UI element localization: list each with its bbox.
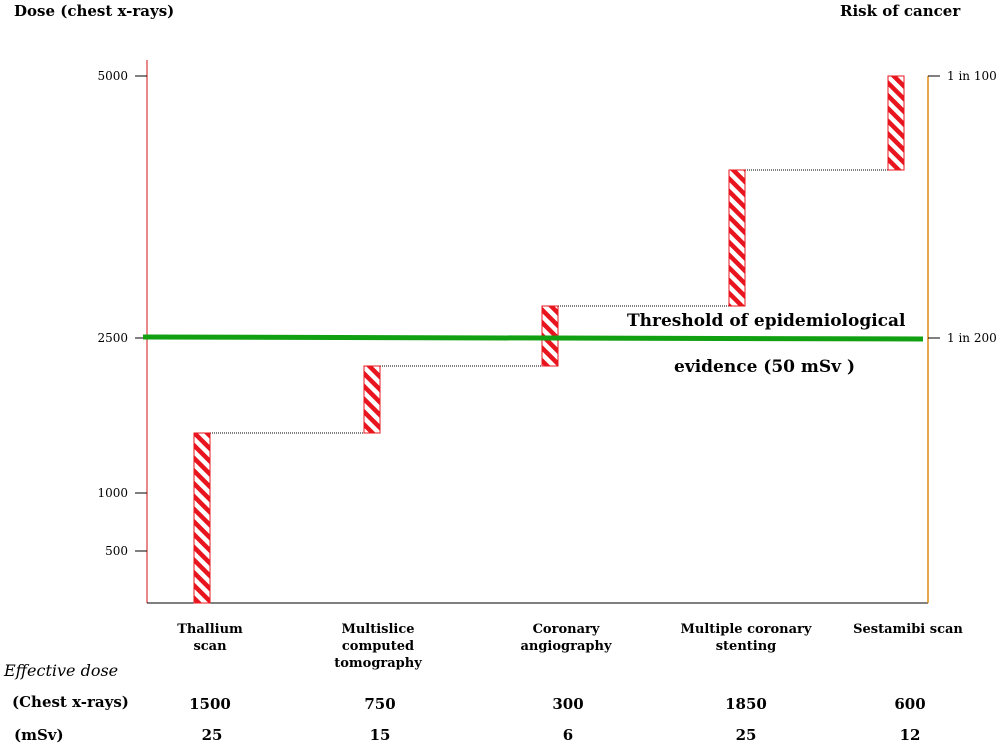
cat-line: stenting xyxy=(715,639,777,654)
left-axis-title: Dose (chest x-rays) xyxy=(14,2,175,20)
y-tick-label: 1000 xyxy=(97,486,128,500)
category-label-multislice: Multislice computed tomography xyxy=(298,621,458,672)
dose-bar xyxy=(193,432,211,604)
y-tick-label: 2500 xyxy=(97,331,128,345)
category-label-coronary-angiography: Coronary angiography xyxy=(486,621,646,655)
dose-bar xyxy=(728,169,746,307)
effective-dose-label: Effective dose xyxy=(4,661,119,680)
msv-value: 6 xyxy=(562,726,574,744)
cat-line: Multislice xyxy=(341,622,415,637)
threshold-line xyxy=(142,334,924,342)
cat-line: Thallium xyxy=(177,622,243,637)
dose-bar xyxy=(887,75,905,171)
chest-value: 600 xyxy=(894,695,926,713)
category-label-stenting: Multiple coronary stenting xyxy=(666,621,826,655)
chest-value: 1500 xyxy=(189,695,231,713)
cat-line: Sestamibi scan xyxy=(853,622,963,637)
cat-line: computed xyxy=(341,639,415,654)
y-tick-label: 500 xyxy=(105,544,128,558)
category-label-sestamibi: Sestamibi scan xyxy=(828,621,988,638)
cat-line: Coronary xyxy=(532,622,600,637)
dose-bar xyxy=(363,365,381,434)
cat-line: angiography xyxy=(520,639,612,654)
right-tick-label: 1 in 100 xyxy=(947,69,997,83)
chart-area: 500 1000 2500 5000 1 in 100 1 in 200 Threshol… xyxy=(97,60,997,604)
cat-line: tomography xyxy=(334,656,422,671)
threshold-label-line2: evidence (50 mSv ) xyxy=(674,357,855,377)
threshold-label-line1: Threshold of epidemiological xyxy=(627,311,906,331)
msv-row-label: (mSv) xyxy=(14,726,64,744)
y-tick-label: 5000 xyxy=(97,69,128,83)
msv-value: 25 xyxy=(201,726,223,744)
category-label-thallium: Thallium scan xyxy=(130,621,290,655)
msv-value: 15 xyxy=(369,726,391,744)
chest-value: 300 xyxy=(552,695,584,713)
chest-xrays-row-label: (Chest x-rays) xyxy=(12,693,129,711)
cat-line: scan xyxy=(193,639,227,654)
right-tick-label: 1 in 200 xyxy=(947,331,997,345)
msv-value: 25 xyxy=(735,726,757,744)
msv-value: 12 xyxy=(899,726,921,744)
cat-line: Multiple coronary xyxy=(680,622,812,637)
chest-value: 1850 xyxy=(725,695,767,713)
chest-value: 750 xyxy=(364,695,396,713)
right-axis-title: Risk of cancer xyxy=(840,2,961,20)
